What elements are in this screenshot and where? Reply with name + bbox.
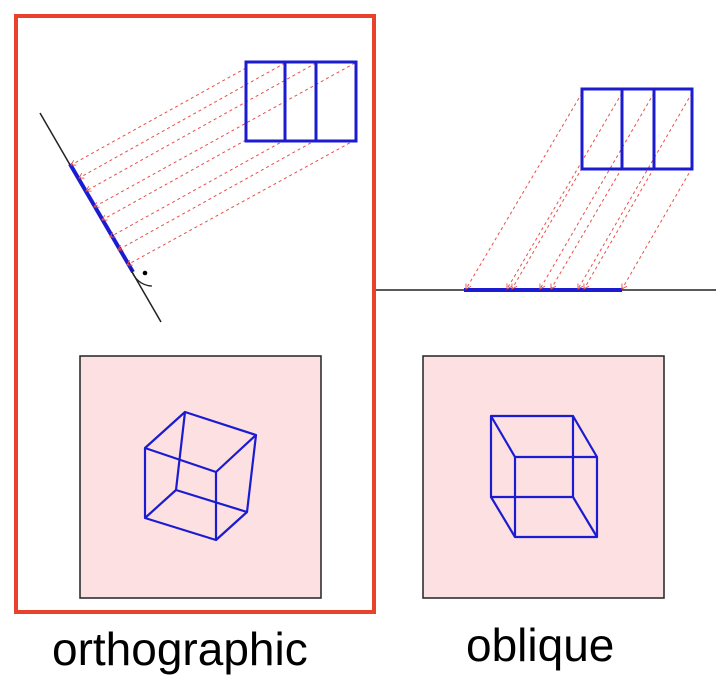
projection-rays bbox=[466, 92, 693, 289]
projection-ray bbox=[512, 167, 583, 289]
object-rectangle bbox=[580, 87, 694, 171]
oblique-top-view bbox=[376, 87, 716, 292]
projection-ray bbox=[551, 167, 623, 289]
cube-wireframe-icon bbox=[143, 410, 258, 542]
projection-ray bbox=[584, 167, 655, 289]
projection-ray bbox=[578, 92, 693, 289]
projected-segment bbox=[68, 162, 135, 274]
projection-ray bbox=[507, 92, 623, 289]
projection-ray bbox=[94, 62, 356, 207]
projection-ray bbox=[118, 139, 317, 250]
right-angle-icon bbox=[130, 267, 153, 287]
orthographic-label: orthographic bbox=[52, 623, 308, 675]
projection-ray bbox=[540, 92, 655, 289]
view-frame bbox=[422, 355, 665, 599]
projection-rays bbox=[71, 62, 356, 265]
oblique-label: oblique bbox=[466, 619, 615, 671]
view-frame bbox=[79, 355, 322, 599]
orthographic-cube-view bbox=[79, 355, 322, 599]
projection-ray bbox=[466, 92, 583, 289]
orthographic-highlight-frame bbox=[14, 14, 376, 614]
projection-ray bbox=[79, 62, 286, 178]
orthographic-top-view bbox=[39, 60, 358, 323]
object-rectangle bbox=[244, 60, 358, 143]
projection-ray bbox=[622, 167, 693, 289]
projection-ray bbox=[102, 139, 247, 220]
oblique-cube-view bbox=[422, 355, 665, 599]
cube-wireframe-icon bbox=[489, 414, 599, 539]
projection-ray bbox=[86, 62, 317, 191]
projection-ray bbox=[127, 139, 356, 265]
projection-ray bbox=[110, 139, 286, 237]
